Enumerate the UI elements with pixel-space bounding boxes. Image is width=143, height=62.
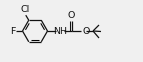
Text: O: O	[67, 10, 75, 20]
Text: F: F	[10, 26, 15, 36]
Text: O: O	[83, 26, 90, 36]
Text: Cl: Cl	[20, 5, 29, 14]
Text: NH: NH	[53, 27, 67, 36]
